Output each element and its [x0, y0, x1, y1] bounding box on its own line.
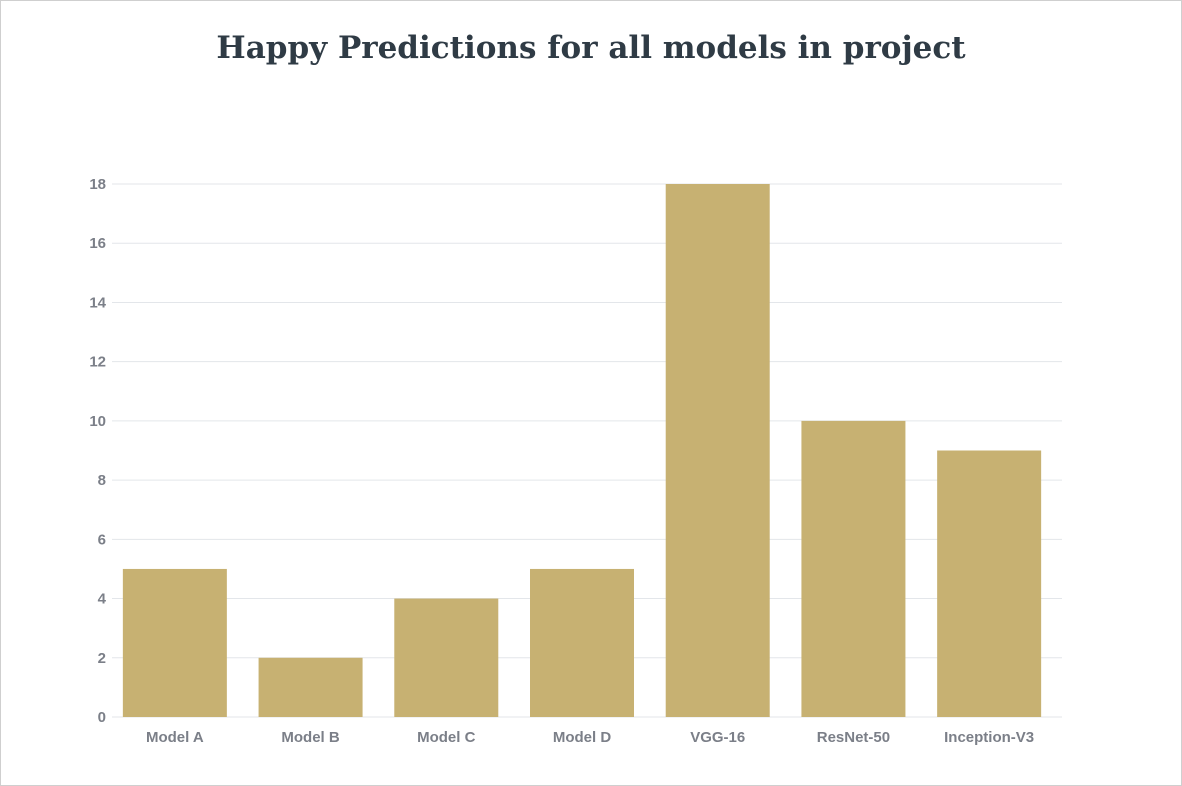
- y-tick-label: 10: [89, 413, 106, 430]
- y-tick-label: 18: [89, 176, 106, 193]
- x-tick-label: Inception-V3: [944, 729, 1034, 746]
- x-tick-label: VGG-16: [690, 729, 745, 746]
- y-axis-ticks: 0 2 4 6 8 10 12 14 16 18: [89, 176, 106, 726]
- bar-model-b[interactable]: [258, 657, 363, 717]
- y-tick-label: 16: [89, 235, 106, 252]
- y-tick-label: 6: [98, 531, 106, 548]
- bar-model-c[interactable]: [394, 598, 499, 717]
- y-tick-label: 12: [89, 354, 106, 371]
- x-tick-label: ResNet-50: [817, 729, 890, 746]
- bar-resnet-50[interactable]: [801, 420, 906, 717]
- bar-model-a[interactable]: [122, 568, 227, 717]
- y-tick-label: 2: [98, 650, 106, 667]
- bar-model-d[interactable]: [530, 568, 634, 717]
- bars: [122, 184, 1042, 718]
- x-tick-label: Model C: [417, 729, 475, 746]
- x-tick-label: Model B: [281, 729, 339, 746]
- x-axis-ticks: Model A Model B Model C Model D VGG-16 ResNet…: [146, 729, 1034, 746]
- x-tick-label: Model A: [146, 729, 204, 746]
- y-tick-label: 8: [98, 472, 106, 489]
- y-tick-label: 0: [98, 709, 106, 726]
- x-tick-label: Model D: [553, 729, 611, 746]
- y-tick-label: 14: [89, 294, 106, 311]
- y-tick-label: 4: [98, 591, 107, 608]
- bar-vgg-16[interactable]: [665, 184, 770, 717]
- bar-inception-v3[interactable]: [937, 450, 1042, 718]
- chart-title: Happy Predictions for all models in proj…: [216, 30, 966, 66]
